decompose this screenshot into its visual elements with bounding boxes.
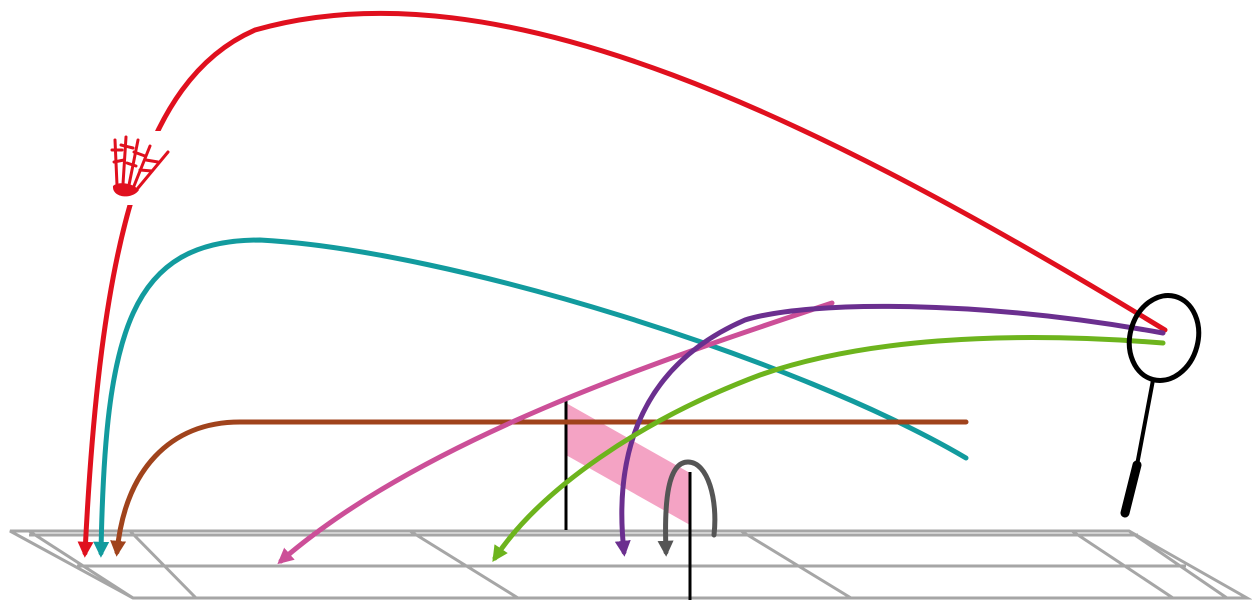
badminton-court bbox=[9, 529, 1252, 600]
trajectory-clear bbox=[77, 10, 1168, 558]
shuttlecock-logo bbox=[104, 131, 170, 205]
court-outline bbox=[9, 529, 1252, 600]
racket-shaft bbox=[1135, 378, 1155, 467]
court-service-line-left-long bbox=[28, 529, 134, 600]
court-service-line-right-front bbox=[740, 529, 852, 600]
logo-cork bbox=[112, 183, 139, 197]
trajectory-smash bbox=[277, 300, 835, 565]
trajectory-high-shot bbox=[93, 237, 969, 558]
racket-handle bbox=[1120, 460, 1142, 518]
court-service-line-right-short bbox=[1071, 529, 1174, 600]
badminton-racket-icon bbox=[1120, 293, 1202, 518]
court-service-line-right-long bbox=[1128, 529, 1228, 600]
racket-head bbox=[1126, 293, 1202, 383]
trajectory-net-shot bbox=[657, 459, 718, 557]
court-service-line-left-front bbox=[409, 529, 519, 600]
trajectory-half-smash bbox=[492, 335, 1166, 563]
trajectory-drive bbox=[110, 419, 969, 557]
trajectory-drop-shot bbox=[614, 303, 1166, 557]
court-service-line-left-short bbox=[128, 529, 198, 600]
